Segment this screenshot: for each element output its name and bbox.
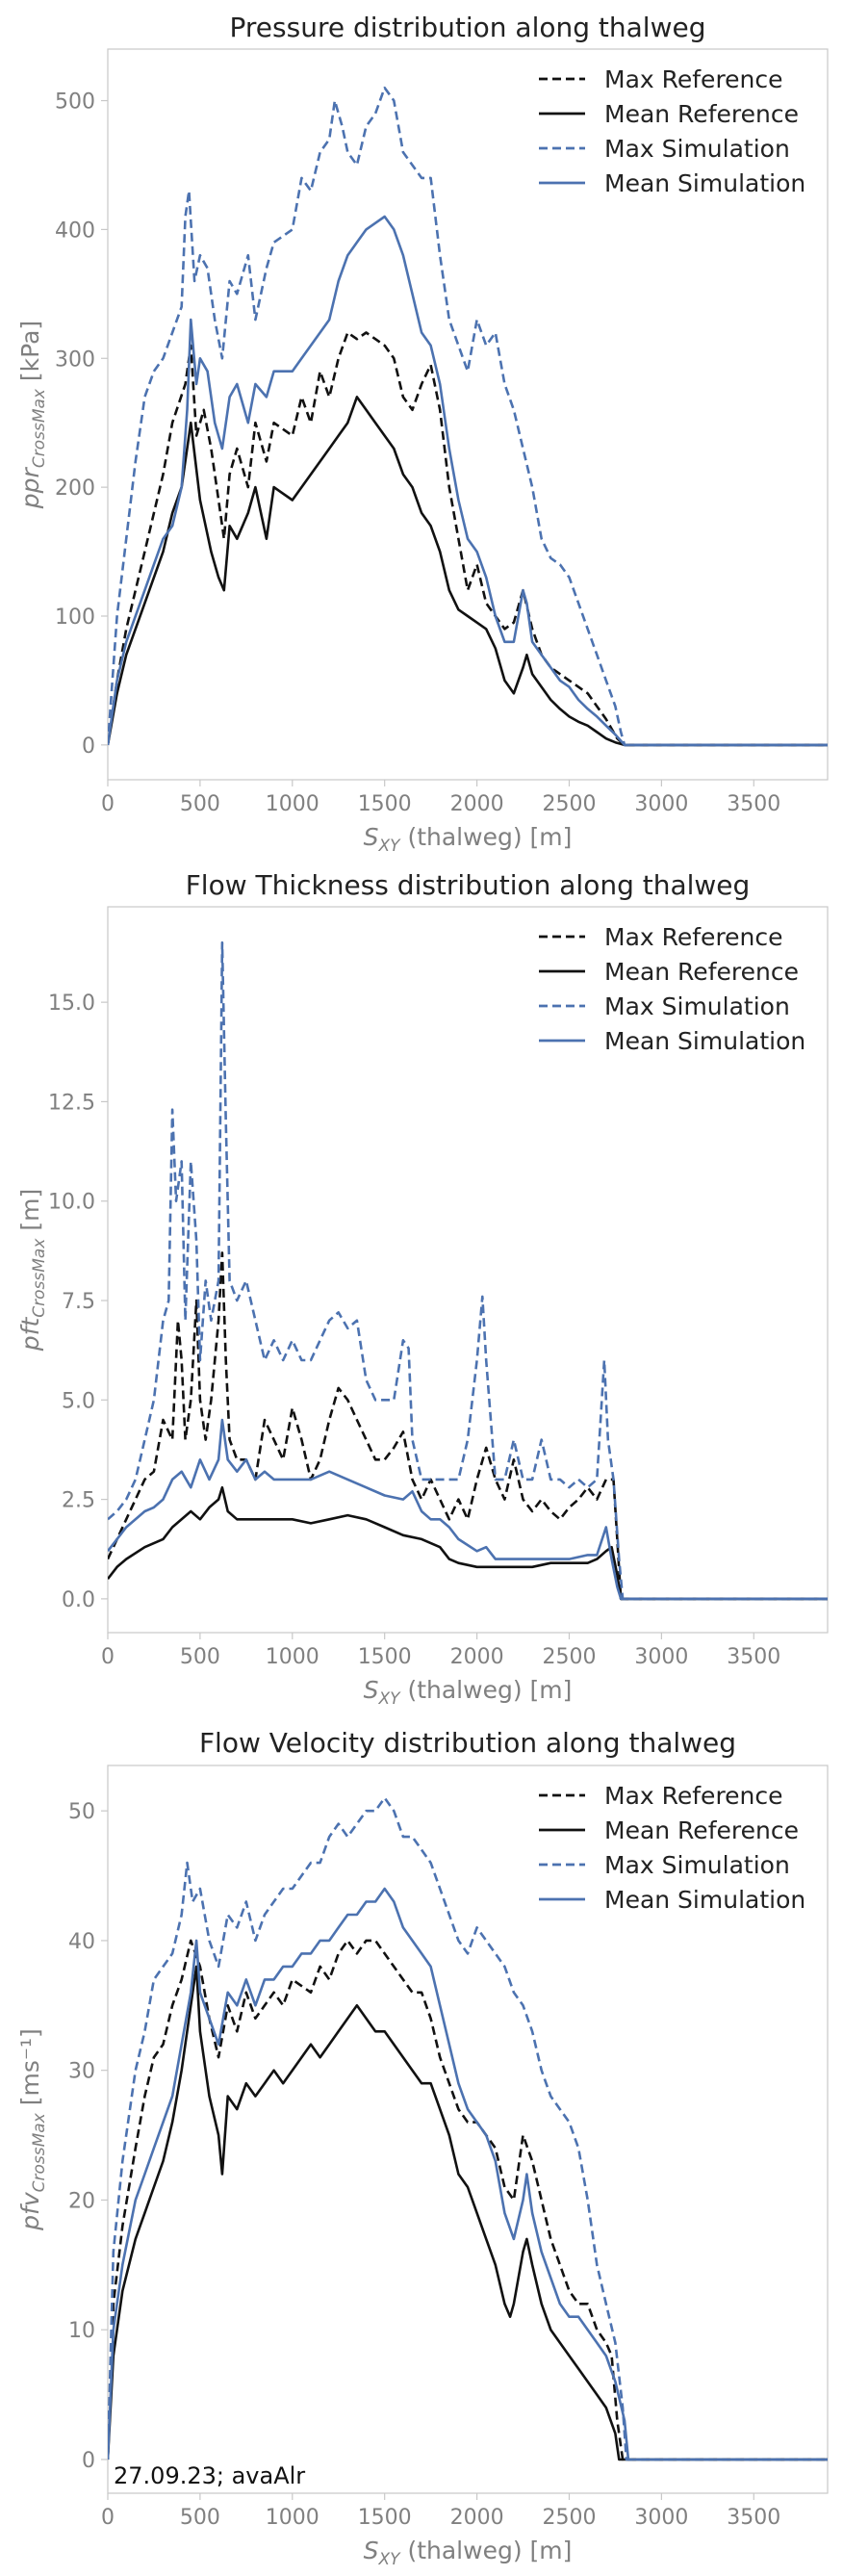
pressure-y-tick-label: 300	[55, 348, 95, 372]
pressure-y-axis-label: pprCrossMax [kPa]	[16, 321, 49, 509]
pressure-legend-label: Max Reference	[604, 65, 783, 93]
footer-date-label: 27.09.23; avaAlr	[114, 2462, 305, 2489]
pressure-axes-frame	[107, 48, 829, 781]
flow-thickness-x-axis-label: SXY (thalweg) [m]	[364, 1676, 573, 1709]
pressure-y-tick-label: 400	[55, 219, 95, 243]
pressure-x-tick-label: 2500	[542, 792, 596, 816]
flow-velocity-title: Flow Velocity distribution along thalweg	[199, 1727, 736, 1759]
flow-velocity-x-tick-label: 3000	[634, 2506, 688, 2530]
flow-thickness-legend-label: Mean Reference	[604, 958, 799, 986]
pressure-series-mean-simulation	[108, 215, 828, 747]
flow-thickness-x-tick-label: 1000	[266, 1645, 319, 1669]
pressure-x-tick-label: 1500	[358, 792, 412, 816]
flow-thickness-series-max-reference	[108, 1251, 828, 1601]
chart-pressure: Pressure distribution along thalweg 0 500 1…	[16, 12, 829, 856]
flow-thickness-series-mean-reference	[108, 1485, 828, 1601]
flow-velocity-y-tick-label: 10	[68, 2319, 95, 2343]
flow-thickness-legend-label: Max Simulation	[604, 992, 790, 1020]
flow-thickness-y-tick-label: 7.5	[62, 1290, 95, 1314]
flow-thickness-y-tick-label: 10.0	[48, 1191, 95, 1215]
flow-thickness-title: Flow Thickness distribution along thalwe…	[186, 869, 751, 901]
flow-velocity-x-tick-label: 1000	[266, 2506, 319, 2530]
pressure-series-mean-reference	[108, 396, 828, 747]
flow-velocity-series-max-simulation	[108, 1796, 828, 2461]
flow-velocity-y-tick-label: 30	[68, 2060, 95, 2084]
flow-velocity-legend-label: Max Reference	[604, 1782, 783, 1810]
flow-velocity-legend-label: Mean Simulation	[604, 1886, 805, 1914]
pressure-x-tick-label: 3000	[634, 792, 688, 816]
pressure-x-tick-label: 3500	[727, 792, 780, 816]
pressure-legend-label: Mean Simulation	[604, 169, 805, 197]
pressure-y-tick-label: 0	[82, 734, 95, 759]
flow-velocity-x-tick-label: 1500	[358, 2506, 412, 2530]
chart-flow-velocity: Flow Velocity distribution along thalweg…	[16, 1727, 829, 2569]
flow-thickness-y-tick-label: 15.0	[48, 992, 95, 1016]
pressure-legend-label: Mean Reference	[604, 100, 799, 128]
pressure-y-tick-label: 200	[55, 477, 95, 501]
pressure-title: Pressure distribution along thalweg	[230, 12, 706, 43]
flow-thickness-legend-label: Mean Simulation	[604, 1027, 805, 1055]
flow-thickness-x-tick-label: 1500	[358, 1645, 412, 1669]
pressure-x-axis-label: SXY (thalweg) [m]	[364, 823, 573, 856]
pressure-x-tick-label: 500	[180, 792, 220, 816]
pressure-series-max-simulation	[108, 86, 828, 747]
chart-flow-thickness: Flow Thickness distribution along thalwe…	[16, 869, 829, 1709]
flow-thickness-y-tick-label: 12.5	[48, 1091, 95, 1115]
pressure-y-tick-label: 500	[55, 90, 95, 115]
flow-velocity-legend-label: Max Simulation	[604, 1851, 790, 1879]
pressure-x-tick-label: 0	[101, 792, 115, 816]
flow-velocity-x-tick-label: 2500	[542, 2506, 596, 2530]
pressure-y-tick-label: 100	[55, 605, 95, 630]
flow-thickness-y-axis-label: pftCrossMax [m]	[16, 1189, 49, 1352]
flow-thickness-legend-label: Max Reference	[604, 923, 783, 951]
flow-thickness-y-tick-label: 0.0	[62, 1588, 95, 1612]
flow-thickness-y-tick-label: 2.5	[62, 1489, 95, 1513]
flow-velocity-x-tick-label: 3500	[727, 2506, 780, 2530]
flow-thickness-x-tick-label: 3500	[727, 1645, 780, 1669]
flow-velocity-series-mean-simulation	[108, 1887, 828, 2461]
flow-velocity-axes-frame	[107, 1765, 829, 2494]
flow-thickness-x-tick-label: 0	[101, 1645, 115, 1669]
flow-velocity-legend-label: Mean Reference	[604, 1816, 799, 1844]
flow-velocity-y-tick-label: 0	[82, 2449, 95, 2473]
pressure-x-tick-label: 1000	[266, 792, 319, 816]
pressure-legend-label: Max Simulation	[604, 135, 790, 163]
flow-thickness-x-tick-label: 2000	[450, 1645, 504, 1669]
flow-velocity-y-tick-label: 40	[68, 1930, 95, 1954]
flow-thickness-x-tick-label: 500	[180, 1645, 220, 1669]
flow-velocity-y-tick-label: 50	[68, 1800, 95, 1824]
flow-velocity-series-max-reference	[108, 1939, 828, 2461]
flow-velocity-y-axis-label: pfvCrossMax [ms⁻¹]	[16, 2028, 49, 2231]
flow-thickness-x-tick-label: 3000	[634, 1645, 688, 1669]
flow-velocity-y-tick-label: 20	[68, 2189, 95, 2213]
flow-velocity-series-mean-reference	[108, 1965, 828, 2461]
flow-velocity-x-axis-label: SXY (thalweg) [m]	[364, 2537, 573, 2569]
pressure-x-tick-label: 2000	[450, 792, 504, 816]
flow-velocity-x-tick-label: 0	[101, 2506, 115, 2530]
flow-velocity-x-tick-label: 2000	[450, 2506, 504, 2530]
flow-thickness-x-tick-label: 2500	[542, 1645, 596, 1669]
flow-thickness-axes-frame	[107, 906, 829, 1634]
flow-thickness-y-tick-label: 5.0	[62, 1389, 95, 1413]
flow-velocity-x-tick-label: 500	[180, 2506, 220, 2530]
flow-thickness-series-max-simulation	[108, 940, 828, 1601]
flow-thickness-series-mean-simulation	[108, 1418, 828, 1601]
